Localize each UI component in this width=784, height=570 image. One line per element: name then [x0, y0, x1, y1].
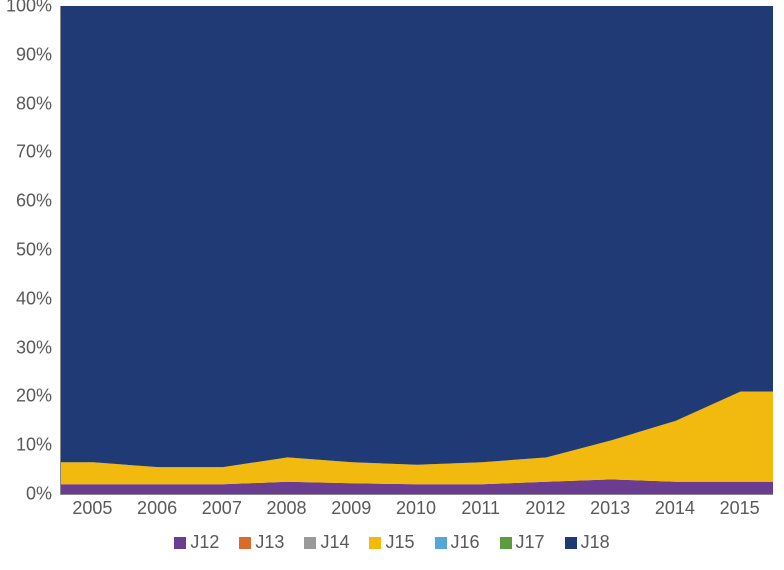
- stacked-area-chart: 0%10%20%30%40%50%60%70%80%90%100% 200520…: [0, 0, 784, 570]
- x-tick-label: 2006: [137, 498, 177, 519]
- plot-area: [60, 6, 773, 495]
- y-tick-label: 50%: [0, 240, 52, 261]
- chart-svg: [61, 6, 773, 494]
- y-tick-label: 100%: [0, 0, 52, 17]
- legend: J12 J13 J14 J15 J16 J17 J18: [0, 532, 784, 553]
- x-tick-label: 2005: [72, 498, 112, 519]
- legend-item-J17: J17: [500, 532, 545, 553]
- legend-swatch: [239, 537, 251, 549]
- legend-label: J17: [516, 532, 545, 552]
- legend-item-J15: J15: [369, 532, 414, 553]
- x-tick-label: 2014: [655, 498, 695, 519]
- legend-label: J16: [451, 532, 480, 552]
- y-tick-label: 60%: [0, 191, 52, 212]
- legend-label: J14: [320, 532, 349, 552]
- legend-label: J13: [255, 532, 284, 552]
- x-tick-label: 2012: [525, 498, 565, 519]
- legend-label: J18: [581, 532, 610, 552]
- legend-item-J16: J16: [435, 532, 480, 553]
- legend-swatch: [174, 537, 186, 549]
- legend-swatch: [369, 537, 381, 549]
- y-tick-label: 40%: [0, 288, 52, 309]
- y-tick-label: 30%: [0, 337, 52, 358]
- area-J18: [61, 6, 773, 467]
- x-axis: 2005 2006 2007 2008 2009 2010 2011 2012 2013 2014…: [60, 496, 772, 524]
- y-tick-label: 20%: [0, 386, 52, 407]
- y-tick-label: 80%: [0, 93, 52, 114]
- x-tick-label: 2009: [331, 498, 371, 519]
- legend-swatch: [435, 537, 447, 549]
- legend-label: J12: [190, 532, 219, 552]
- legend-swatch: [500, 537, 512, 549]
- legend-label: J15: [385, 532, 414, 552]
- legend-item-J12: J12: [174, 532, 219, 553]
- y-tick-label: 90%: [0, 44, 52, 65]
- x-tick-label: 2007: [202, 498, 242, 519]
- legend-item-J14: J14: [304, 532, 349, 553]
- y-tick-label: 10%: [0, 435, 52, 456]
- x-tick-label: 2013: [590, 498, 630, 519]
- x-tick-label: 2011: [461, 498, 500, 519]
- legend-swatch: [565, 537, 577, 549]
- x-tick-label: 2010: [396, 498, 436, 519]
- legend-item-J13: J13: [239, 532, 284, 553]
- legend-swatch: [304, 537, 316, 549]
- x-tick-label: 2008: [267, 498, 307, 519]
- legend-item-J18: J18: [565, 532, 610, 553]
- x-tick-label: 2015: [720, 498, 760, 519]
- y-axis: 0%10%20%30%40%50%60%70%80%90%100%: [0, 0, 60, 500]
- y-tick-label: 70%: [0, 142, 52, 163]
- y-tick-label: 0%: [0, 484, 52, 505]
